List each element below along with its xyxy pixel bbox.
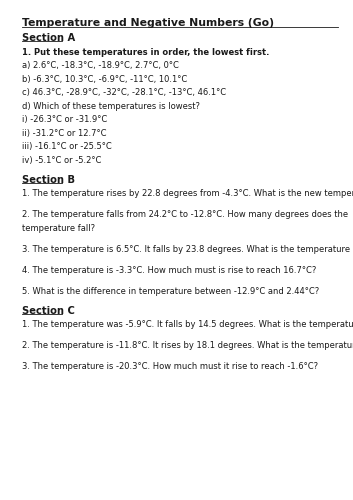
Text: c) 46.3°C, -28.9°C, -32°C, -28.1°C, -13°C, 46.1°C: c) 46.3°C, -28.9°C, -32°C, -28.1°C, -13°… <box>22 88 226 97</box>
Text: Section B: Section B <box>22 174 75 184</box>
Text: 2. The temperature falls from 24.2°C to -12.8°C. How many degrees does the: 2. The temperature falls from 24.2°C to … <box>22 210 348 220</box>
Text: 2. The temperature is -11.8°C. It rises by 18.1 degrees. What is the temperature: 2. The temperature is -11.8°C. It rises … <box>22 342 353 350</box>
Text: 1. The temperature was -5.9°C. It falls by 14.5 degrees. What is the temperature: 1. The temperature was -5.9°C. It falls … <box>22 320 353 330</box>
Text: a) 2.6°C, -18.3°C, -18.9°C, 2.7°C, 0°C: a) 2.6°C, -18.3°C, -18.9°C, 2.7°C, 0°C <box>22 61 179 70</box>
Text: 3. The temperature is -20.3°C. How much must it rise to reach -1.6°C?: 3. The temperature is -20.3°C. How much … <box>22 362 318 372</box>
Text: 5. What is the difference in temperature between -12.9°C and 2.44°C?: 5. What is the difference in temperature… <box>22 286 319 296</box>
Text: iii) -16.1°C or -25.5°C: iii) -16.1°C or -25.5°C <box>22 142 112 151</box>
Text: 4. The temperature is -3.3°C. How much must is rise to reach 16.7°C?: 4. The temperature is -3.3°C. How much m… <box>22 266 316 274</box>
Text: iv) -5.1°C or -5.2°C: iv) -5.1°C or -5.2°C <box>22 156 101 164</box>
Text: b) -6.3°C, 10.3°C, -6.9°C, -11°C, 10.1°C: b) -6.3°C, 10.3°C, -6.9°C, -11°C, 10.1°C <box>22 74 187 84</box>
Text: 1. Put these temperatures in order, the lowest first.: 1. Put these temperatures in order, the … <box>22 48 269 56</box>
Text: 3. The temperature is 6.5°C. It falls by 23.8 degrees. What is the temperature n: 3. The temperature is 6.5°C. It falls by… <box>22 245 353 254</box>
Text: Temperature and Negative Numbers (Go): Temperature and Negative Numbers (Go) <box>22 18 274 28</box>
Text: Section C: Section C <box>22 306 75 316</box>
Text: d) Which of these temperatures is lowest?: d) Which of these temperatures is lowest… <box>22 102 200 110</box>
Text: Section A: Section A <box>22 33 75 43</box>
Text: ii) -31.2°C or 12.7°C: ii) -31.2°C or 12.7°C <box>22 128 107 138</box>
Text: 1. The temperature rises by 22.8 degrees from -4.3°C. What is the new temperatur: 1. The temperature rises by 22.8 degrees… <box>22 190 353 198</box>
Text: temperature fall?: temperature fall? <box>22 224 95 233</box>
Text: i) -26.3°C or -31.9°C: i) -26.3°C or -31.9°C <box>22 115 107 124</box>
